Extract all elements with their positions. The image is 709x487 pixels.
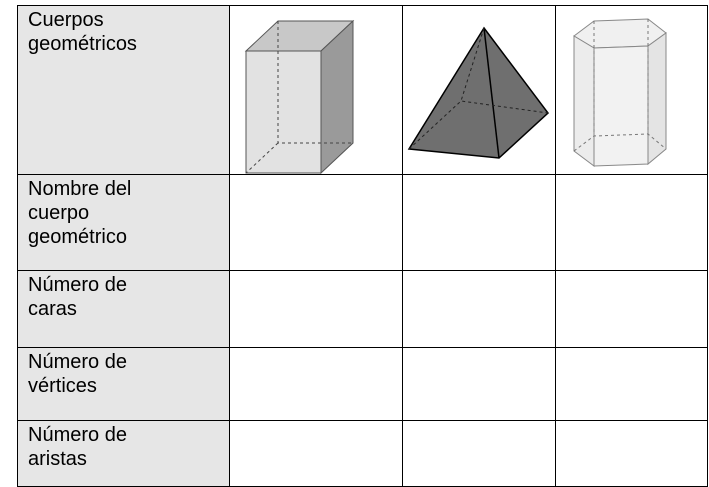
row-label: Cuerpos geométricos — [28, 9, 137, 55]
empty-cell — [402, 174, 556, 271]
row-label-cell: Número de caras — [17, 270, 230, 348]
row-label-cell: Número de vértices — [17, 347, 230, 421]
empty-cell — [555, 270, 708, 348]
geometry-table: Cuerpos geométricos — [17, 5, 708, 487]
shape-cell — [229, 5, 403, 175]
empty-cell — [402, 270, 556, 348]
row: Número de aristas — [17, 420, 708, 487]
square-pyramid — [407, 26, 550, 159]
row: Número de vértices — [17, 347, 708, 421]
empty-cell — [229, 347, 403, 421]
row-label: Número de vértices — [28, 351, 127, 397]
empty-cell — [555, 420, 708, 487]
row-label-cell: Nombre del cuerpo geométrico — [17, 174, 230, 271]
row-label-cell: Cuerpos geométricos — [17, 5, 230, 175]
empty-cell — [229, 420, 403, 487]
pentagonal-prism — [573, 18, 667, 167]
empty-cell — [402, 420, 556, 487]
empty-cell — [402, 347, 556, 421]
rectangular-prism — [244, 19, 355, 174]
row-label: Nombre del cuerpo geométrico — [28, 178, 132, 248]
row: Número de caras — [17, 270, 708, 348]
empty-cell — [229, 174, 403, 271]
shape-cell — [402, 5, 556, 175]
row-label-cell: Número de aristas — [17, 420, 230, 487]
empty-cell — [555, 347, 708, 421]
shape-cell — [555, 5, 708, 175]
row-label: Número de caras — [28, 274, 127, 320]
empty-cell — [229, 270, 403, 348]
row: Nombre del cuerpo geométrico — [17, 174, 708, 271]
empty-cell — [555, 174, 708, 271]
row: Cuerpos geométricos — [17, 5, 708, 175]
row-label: Número de aristas — [28, 424, 127, 470]
